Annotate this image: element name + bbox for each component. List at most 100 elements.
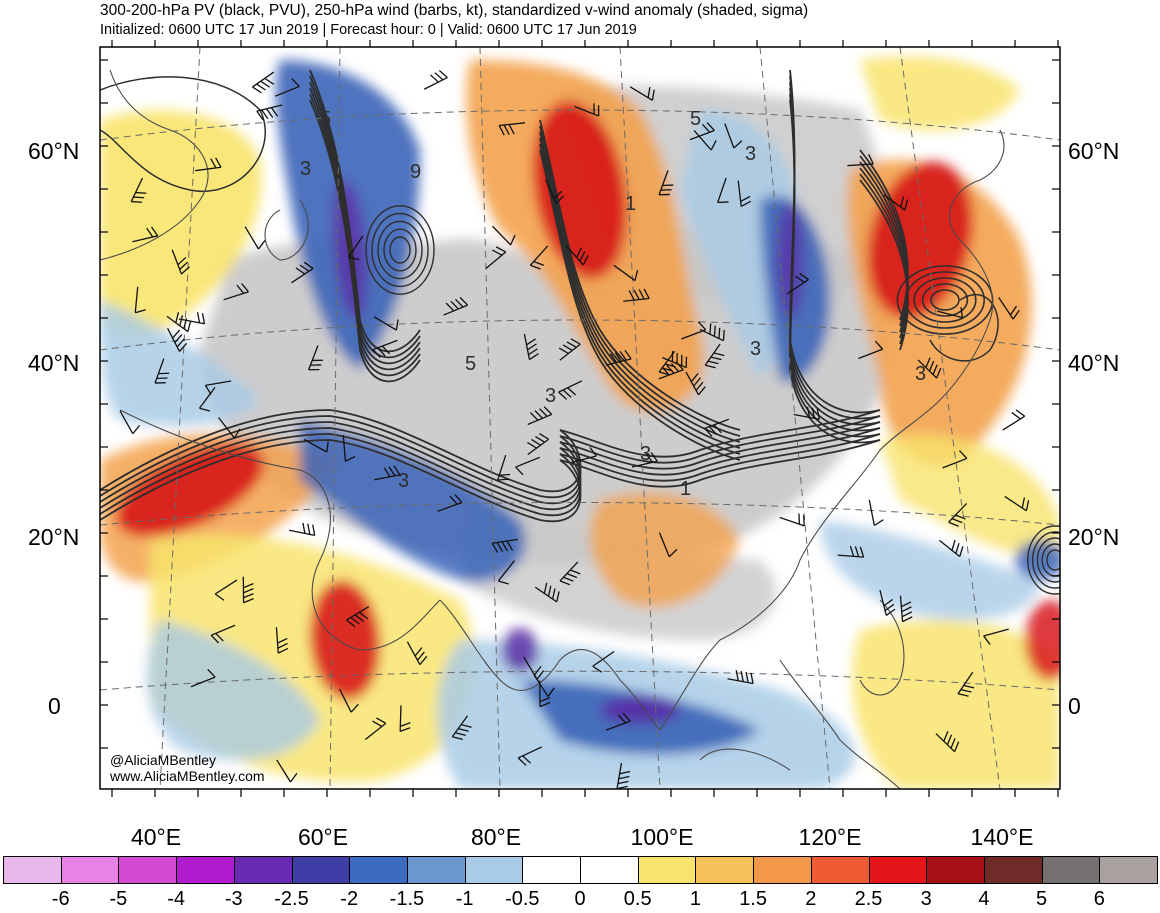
wind-barb — [681, 321, 707, 340]
wind-barb — [443, 296, 469, 316]
lon-label-40e: 40°E — [130, 824, 182, 850]
wind-barb — [592, 650, 615, 673]
wind-barb — [858, 340, 884, 360]
wind-barb — [693, 130, 717, 151]
wind-barb — [727, 670, 754, 685]
pv-contour — [100, 427, 881, 511]
pv-contour — [1036, 537, 1060, 583]
wind-barb — [558, 338, 581, 361]
colorbar-label: 6 — [1093, 888, 1105, 910]
wind-barb — [244, 226, 266, 250]
wind-barb — [348, 235, 364, 261]
wind-barb — [423, 69, 448, 90]
colorbar-label: 2.5 — [854, 888, 883, 910]
graticule-line — [159, 47, 201, 789]
wind-barb — [372, 339, 398, 358]
colorbar-swatch — [810, 856, 870, 884]
coastline — [779, 659, 901, 789]
wind-barb — [534, 582, 560, 603]
graticule-line — [479, 47, 501, 789]
contour-label: 3 — [300, 158, 311, 180]
colorbar — [3, 856, 1159, 884]
contour-label: 5 — [320, 108, 331, 130]
colorbar-label: 1.5 — [739, 888, 767, 910]
wind-barb — [631, 452, 658, 468]
wind-barb — [498, 122, 526, 136]
wind-barb — [134, 286, 146, 314]
map-frame — [99, 46, 1061, 790]
coastline — [859, 599, 905, 696]
pv-contour — [389, 236, 411, 264]
wind-barb — [374, 465, 401, 481]
graticule-line — [619, 47, 661, 789]
wind-barb — [1002, 409, 1026, 431]
wind-barb — [242, 576, 254, 604]
coastlines — [100, 69, 1005, 789]
colorbar-swatch — [176, 856, 235, 884]
wind-barb — [223, 283, 249, 301]
anomaly-region — [867, 161, 973, 319]
colorbar-label: 5 — [1036, 888, 1048, 910]
colorbar-label: -2 — [340, 888, 359, 910]
colorbar-label: -5 — [109, 888, 128, 910]
wind-barb — [119, 410, 141, 435]
wind-barb — [793, 406, 821, 420]
contour-label: 5 — [690, 108, 701, 130]
lon-label-140e: 140°E — [970, 824, 1034, 850]
pv-contour — [371, 212, 429, 288]
pv-contour — [100, 433, 881, 517]
colorbar-swatch — [1041, 856, 1101, 884]
wind-barb — [662, 351, 688, 369]
wind-barb — [178, 312, 206, 325]
anomaly-region — [860, 56, 1020, 130]
credit-website[interactable]: www.AliciaMBentley.com — [110, 768, 265, 784]
wind-barb — [685, 371, 706, 396]
wind-barb — [289, 522, 316, 536]
wind-barb — [629, 86, 655, 101]
wind-barb — [491, 538, 518, 553]
wind-barb — [613, 264, 639, 282]
wind-barb — [364, 717, 387, 741]
wind-barb — [437, 494, 463, 512]
colorbar-swatch — [926, 856, 985, 884]
lon-label-100e: 100°E — [630, 824, 694, 850]
wind-barb — [942, 450, 968, 469]
lat-label-0-right: 0 — [1068, 693, 1081, 719]
pv-contour — [100, 421, 881, 505]
pv-contour — [377, 220, 423, 280]
wind-barb — [303, 438, 329, 453]
wind-barb — [847, 153, 874, 167]
colorbar-label: 2 — [805, 888, 817, 910]
wind-barb — [274, 78, 300, 97]
wind-barb — [983, 628, 1009, 645]
wind-barb — [545, 179, 565, 204]
graticule-line — [329, 47, 341, 789]
wind-barb — [868, 499, 884, 527]
graticule-line — [100, 319, 1060, 351]
anomaly-region — [1015, 540, 1060, 580]
wind-barb — [948, 503, 968, 527]
wind-barb — [917, 357, 942, 379]
pv-contour — [539, 143, 741, 455]
wind-barb — [154, 358, 170, 384]
lat-label-20n-left: 20°N — [28, 524, 80, 550]
wind-barb — [623, 288, 650, 302]
colorbar-label: -1 — [455, 888, 474, 910]
wind-barb — [198, 387, 216, 412]
wind-barb — [558, 380, 583, 400]
colorbar-swatch — [233, 856, 293, 884]
wind-barb — [724, 123, 743, 149]
coastline — [100, 69, 209, 261]
wind-barb — [939, 539, 964, 558]
colorbar-swatch — [291, 856, 351, 884]
contour-label: 3 — [640, 443, 651, 465]
pv-contour — [100, 415, 881, 499]
wind-barb — [276, 759, 298, 783]
colorbar-swatch — [118, 856, 178, 884]
pv-contour — [383, 228, 417, 272]
wind-barb — [935, 731, 960, 753]
contour-label: 3 — [545, 385, 556, 407]
wind-barb — [658, 361, 684, 380]
pv-contour — [309, 99, 421, 383]
wind-barb — [166, 312, 192, 333]
